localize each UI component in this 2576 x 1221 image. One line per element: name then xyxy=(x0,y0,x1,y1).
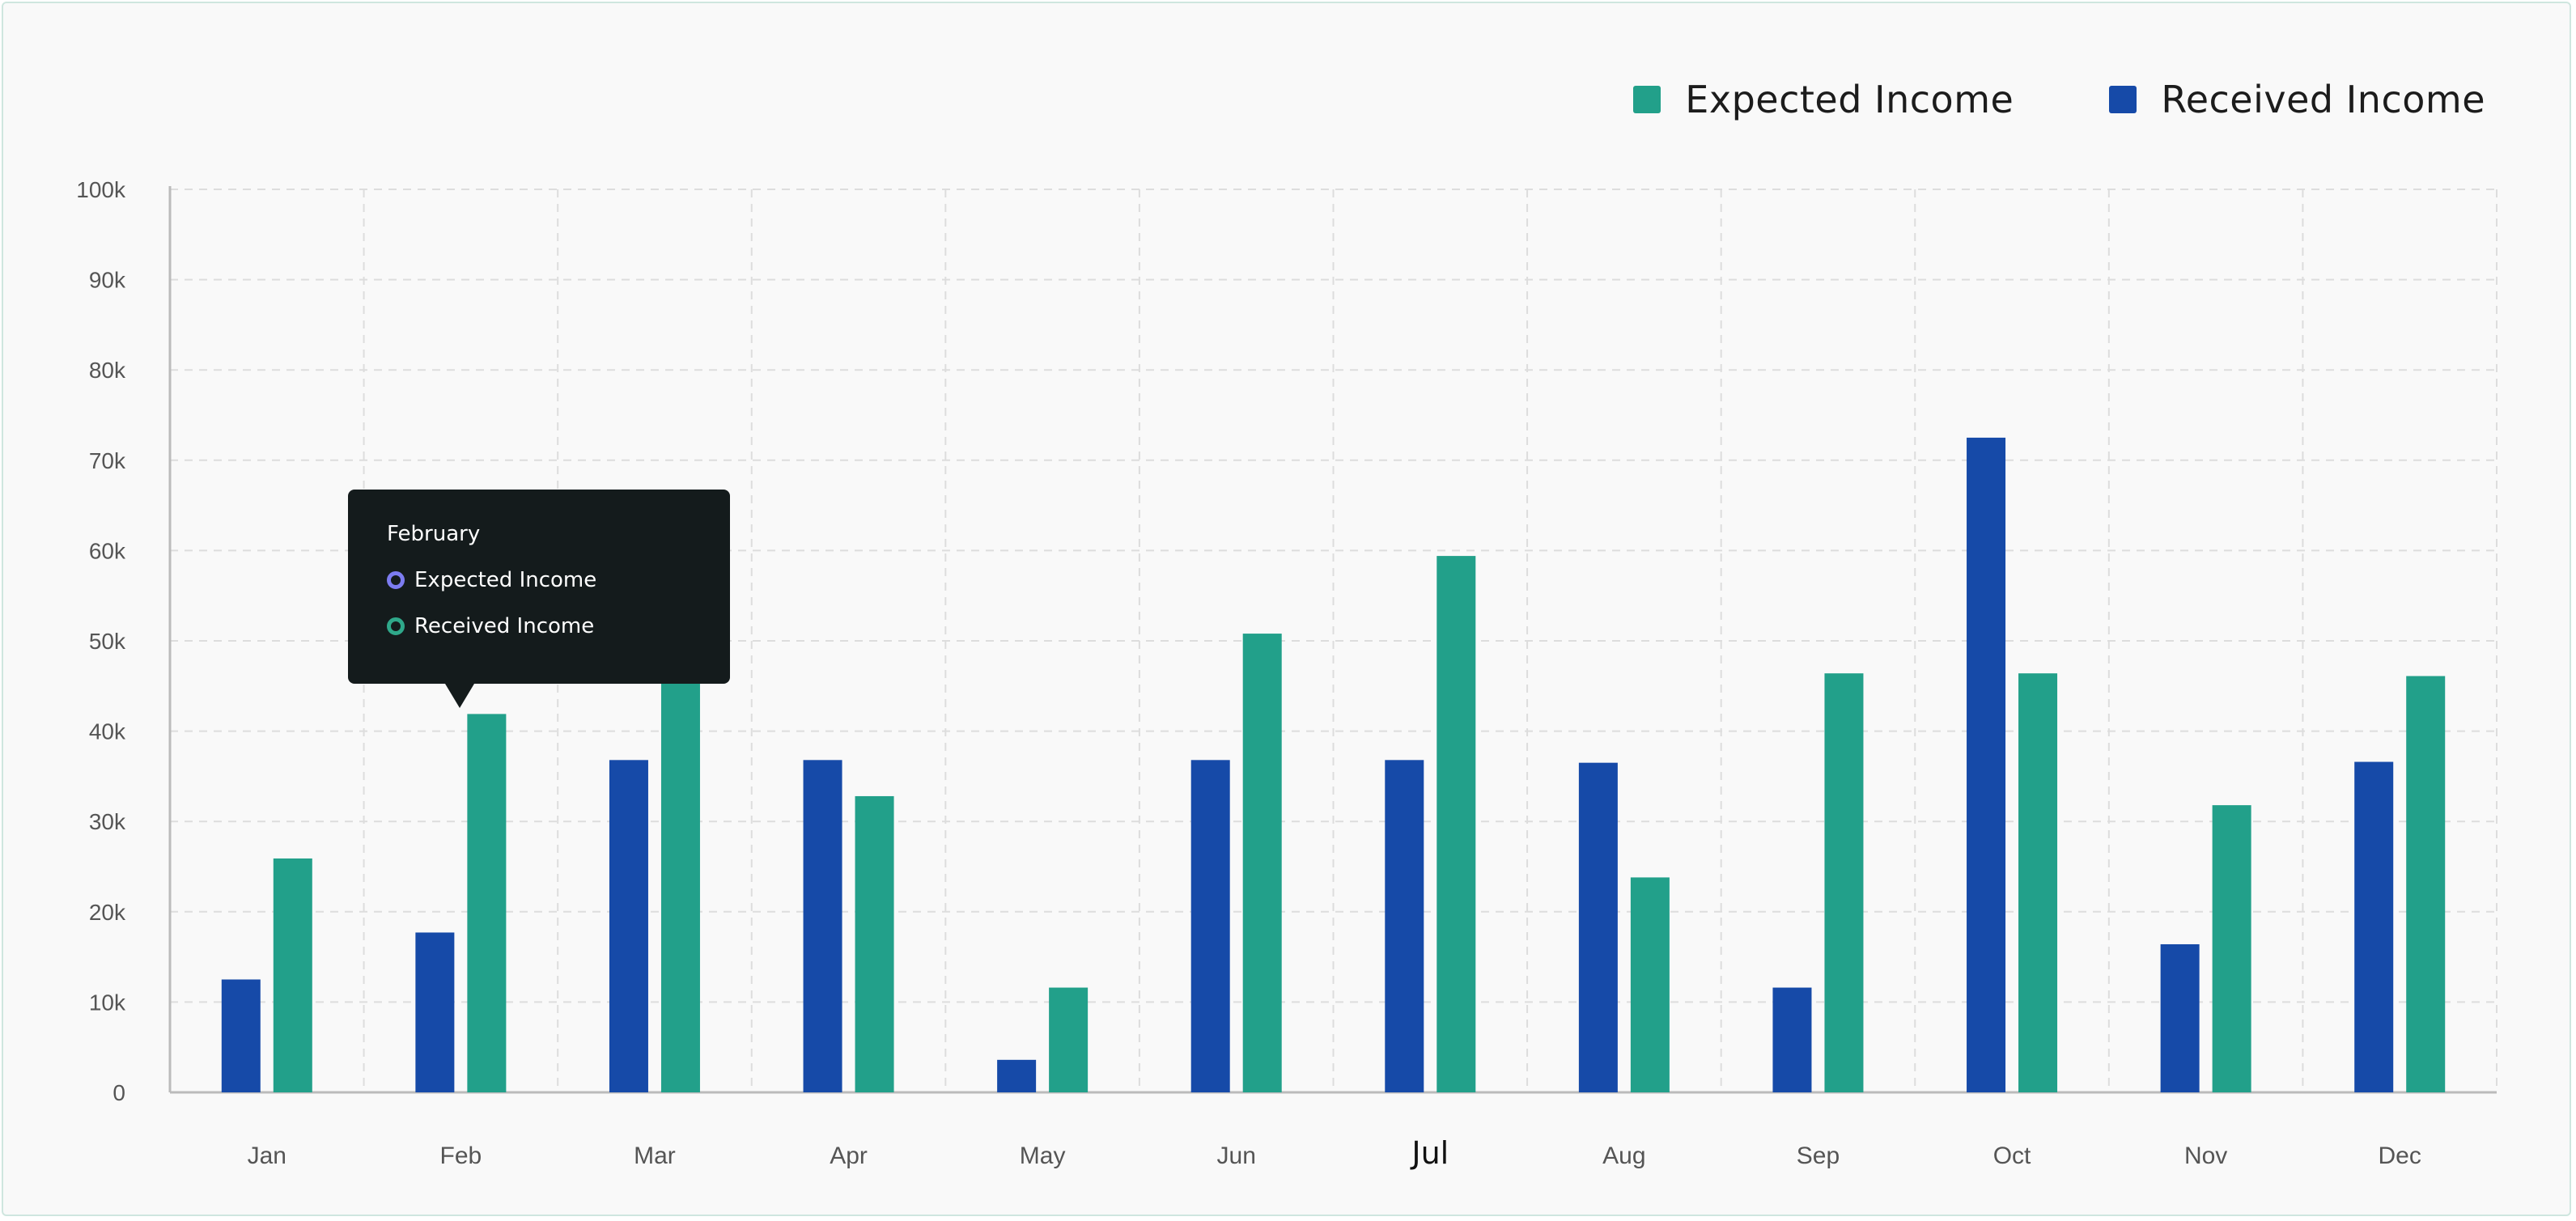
bar-received-jan xyxy=(221,979,261,1092)
bar-received-mar xyxy=(609,760,648,1092)
x-tick-label-dec: Dec xyxy=(2379,1143,2421,1169)
tooltip-title: February xyxy=(387,522,481,546)
bar-expected-jun xyxy=(1242,634,1282,1092)
tooltip-dot-expected-icon xyxy=(387,571,405,589)
y-tick-label: 90k xyxy=(89,268,126,293)
x-tick-label-mar: Mar xyxy=(634,1143,676,1169)
tooltip-label-expected: Expected Income xyxy=(414,568,597,592)
bar-received-jun xyxy=(1190,760,1230,1092)
bar-received-aug xyxy=(1578,762,1618,1092)
x-tick-label-jun: Jun xyxy=(1217,1143,1256,1169)
y-tick-label: 100k xyxy=(76,177,126,202)
bar-received-oct xyxy=(1967,437,2006,1092)
tooltip-label-received: Received Income xyxy=(414,614,595,638)
x-tick-label-nov: Nov xyxy=(2184,1143,2227,1169)
y-tick-labels: 0 10k 20k 30k 40k 50k 60k 70k 80k 90k 100k xyxy=(76,177,126,1105)
chart-tooltip: February Expected Income Received Income xyxy=(348,490,730,708)
y-tick-label: 70k xyxy=(89,448,126,473)
bar-expected-dec xyxy=(2406,676,2446,1092)
x-tick-label-sep: Sep xyxy=(1797,1143,1840,1169)
bar-expected-mar xyxy=(660,680,700,1092)
bar-expected-aug xyxy=(1630,877,1670,1092)
y-tick-label: 50k xyxy=(89,629,126,654)
x-tick-label-may: May xyxy=(1020,1143,1066,1169)
x-tick-label-aug: Aug xyxy=(1602,1143,1645,1169)
grid-lines xyxy=(170,189,2497,1092)
bar-received-nov xyxy=(2160,943,2200,1092)
bars xyxy=(221,437,2446,1092)
x-tick-label-apr: Apr xyxy=(830,1143,868,1169)
bar-received-may xyxy=(997,1059,1037,1092)
legend-swatch-expected xyxy=(1633,86,1661,113)
legend-label-received: Received Income xyxy=(2161,78,2485,121)
bar-expected-jan xyxy=(273,858,312,1092)
x-tick-labels: Jan Feb Mar Apr May Jun Jul Aug Sep Oct Nov Dec xyxy=(248,1135,2421,1171)
x-tick-label-jan: Jan xyxy=(248,1143,286,1169)
legend-swatch-received xyxy=(2109,86,2137,113)
tooltip-dot-received-icon xyxy=(387,617,405,635)
bar-expected-nov xyxy=(2212,805,2251,1092)
legend-label-expected: Expected Income xyxy=(1685,78,2014,121)
legend-item-expected[interactable]: Expected Income xyxy=(1633,78,2014,121)
bar-expected-jul xyxy=(1437,556,1476,1092)
y-tick-label: 40k xyxy=(89,719,126,744)
chart-legend: Expected Income Received Income xyxy=(1633,78,2485,121)
x-tick-label-oct: Oct xyxy=(1993,1143,2031,1169)
tooltip-row-expected: Expected Income xyxy=(387,568,691,592)
y-tick-label: 20k xyxy=(89,900,126,925)
bar-received-feb xyxy=(415,932,455,1092)
bar-expected-oct xyxy=(2018,673,2058,1092)
bar-received-dec xyxy=(2354,761,2394,1092)
bar-expected-may xyxy=(1049,987,1089,1092)
y-tick-label: 60k xyxy=(89,538,126,563)
bar-expected-apr xyxy=(855,795,894,1092)
y-tick-label: 0 xyxy=(112,1080,125,1105)
bar-received-jul xyxy=(1385,760,1424,1092)
y-tick-label: 10k xyxy=(89,990,126,1015)
bar-received-sep xyxy=(1772,987,1812,1092)
bar-received-apr xyxy=(803,760,842,1092)
x-tick-label-feb: Feb xyxy=(440,1143,482,1169)
tooltip-row-received: Received Income xyxy=(387,614,691,638)
x-tick-label-jul: Jul xyxy=(1410,1135,1449,1171)
tooltip-arrow xyxy=(445,684,474,708)
bar-expected-feb xyxy=(467,714,507,1092)
bar-expected-sep xyxy=(1824,673,1864,1092)
y-tick-label: 80k xyxy=(89,358,126,383)
legend-item-received[interactable]: Received Income xyxy=(2109,78,2485,121)
y-tick-label: 30k xyxy=(89,809,126,834)
axes xyxy=(168,186,2497,1094)
